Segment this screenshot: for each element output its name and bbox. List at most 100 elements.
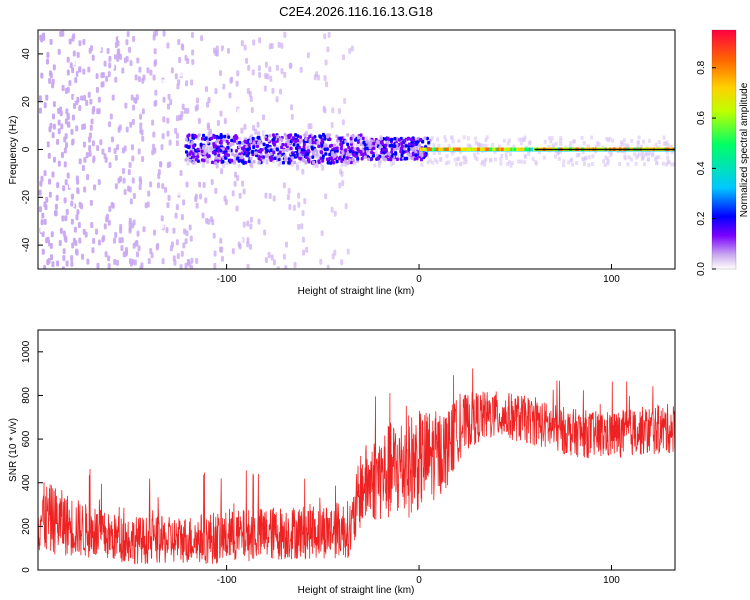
spectrogram-cell — [277, 41, 281, 48]
spectrogram-cell — [56, 260, 60, 267]
spectrogram-cell — [39, 180, 43, 187]
spectrogram-cell — [141, 101, 145, 108]
spectrogram-cell — [246, 263, 250, 269]
spectrogram-cell — [258, 37, 262, 44]
spectrogram-cell — [352, 146, 356, 151]
spectrogram-cell — [257, 145, 261, 150]
spectrogram-cell — [71, 139, 75, 146]
spectrogram-cell — [431, 160, 435, 165]
spectrogram-cell — [50, 254, 54, 261]
spectrogram-cell — [428, 147, 432, 151]
spectrogram-cell — [272, 159, 276, 164]
spectrogram-cell — [179, 264, 183, 269]
spectrogram-cell — [130, 94, 134, 101]
spectrogram-cell — [61, 266, 65, 269]
spectrogram-cell — [573, 139, 577, 144]
spectrogram-cell — [407, 142, 411, 147]
spectrogram-cell — [250, 107, 254, 114]
spectrogram-cell — [238, 173, 242, 180]
spectrogram-cell — [581, 150, 585, 155]
spectrogram-cell — [71, 207, 75, 214]
spectrogram-cell — [296, 138, 300, 143]
spectrogram-cell — [343, 97, 347, 104]
spectrogram-cell — [142, 226, 146, 233]
spectrogram-cell — [276, 266, 280, 269]
spectrogram-cell — [114, 232, 118, 239]
spectrogram-cell — [587, 163, 591, 168]
spectrogram-cell — [462, 147, 466, 151]
spectrogram-cell — [141, 156, 145, 163]
spectrogram-cell — [551, 145, 555, 150]
spectrogram-cell — [66, 121, 70, 128]
spectrogram-cell — [290, 113, 294, 120]
spectrogram-cell — [125, 39, 129, 46]
spectrogram-cell — [554, 141, 558, 146]
spectrogram-cell — [43, 170, 47, 177]
spectrogram-cell — [403, 139, 407, 143]
spectrogram-cell — [321, 208, 325, 215]
y-tick-label: 20 — [21, 96, 32, 108]
spectrogram-cell — [637, 135, 641, 140]
spectrogram-cell — [96, 52, 100, 59]
spectrogram-cell — [183, 116, 187, 123]
spectrogram-cell — [507, 160, 511, 165]
spectrogram-cell — [326, 245, 330, 252]
spectrogram-cell — [70, 260, 74, 267]
spectrogram-cell — [136, 251, 140, 258]
spectrogram-cell — [230, 138, 234, 143]
spectrogram-cell — [237, 163, 241, 168]
spectrogram-cell — [559, 150, 563, 155]
spectrogram-cell — [549, 139, 553, 144]
spectrogram-cell — [233, 161, 237, 165]
spectrogram-cell — [197, 133, 201, 137]
spectrogram-cell — [83, 156, 87, 163]
spectrogram-cell — [356, 147, 360, 151]
spectrogram-cell — [96, 108, 100, 115]
spectrogram-cell — [49, 39, 53, 46]
spectrogram-cell — [80, 79, 84, 86]
spectrogram-cell — [406, 136, 410, 141]
spectrogram-cell — [344, 203, 348, 210]
spectrogram-cell — [476, 150, 480, 155]
spectrogram-cell — [437, 143, 441, 148]
spectrogram-cell — [214, 187, 218, 194]
spectrogram-cell — [223, 134, 227, 139]
spectrogram-cell — [266, 73, 270, 80]
spectrogram-cell — [363, 143, 367, 147]
spectrogram-cell — [113, 237, 117, 244]
spectrogram-cell — [162, 96, 166, 103]
spectrogram-cell — [149, 181, 153, 188]
spectrogram-cell — [517, 137, 521, 142]
spectrogram-cell — [62, 230, 66, 237]
spectrogram-cell — [98, 45, 102, 52]
spectrogram-cell — [324, 152, 328, 156]
spectrogram-cell — [269, 151, 273, 156]
spectrogram-cell — [48, 178, 52, 185]
spectrogram-cell — [281, 142, 285, 147]
snr-x-ticks: -100 0 100 — [217, 565, 620, 586]
spectrogram-cell — [87, 66, 91, 73]
spectrogram-cell — [468, 143, 472, 148]
spectrogram-cell — [605, 136, 609, 141]
spectrogram-cell — [101, 148, 105, 155]
spectrogram-cell — [178, 114, 182, 121]
spectrogram-cell — [120, 245, 124, 252]
spectrogram-cell — [587, 155, 591, 160]
spectrogram-cell — [310, 59, 314, 66]
spectrogram-cell — [406, 152, 410, 156]
spectrogram-cell — [319, 134, 323, 139]
spectrogram-cell — [264, 137, 268, 141]
spectrogram-cell — [65, 209, 69, 216]
spectrogram-cell — [531, 157, 535, 162]
spectrogram-cell — [282, 253, 286, 260]
spectrogram-cell — [520, 137, 524, 142]
spectrogram-cell — [298, 159, 302, 164]
spectrogram-cell — [451, 139, 455, 144]
spectrogram-cell — [147, 190, 151, 197]
spectrogram-cell — [132, 242, 136, 249]
spectrogram-cell — [601, 145, 605, 150]
spectrogram-cell — [202, 36, 206, 43]
spectrogram-cell — [393, 144, 397, 148]
spectrogram-cell — [521, 147, 525, 151]
spectrogram-cell — [162, 116, 166, 123]
